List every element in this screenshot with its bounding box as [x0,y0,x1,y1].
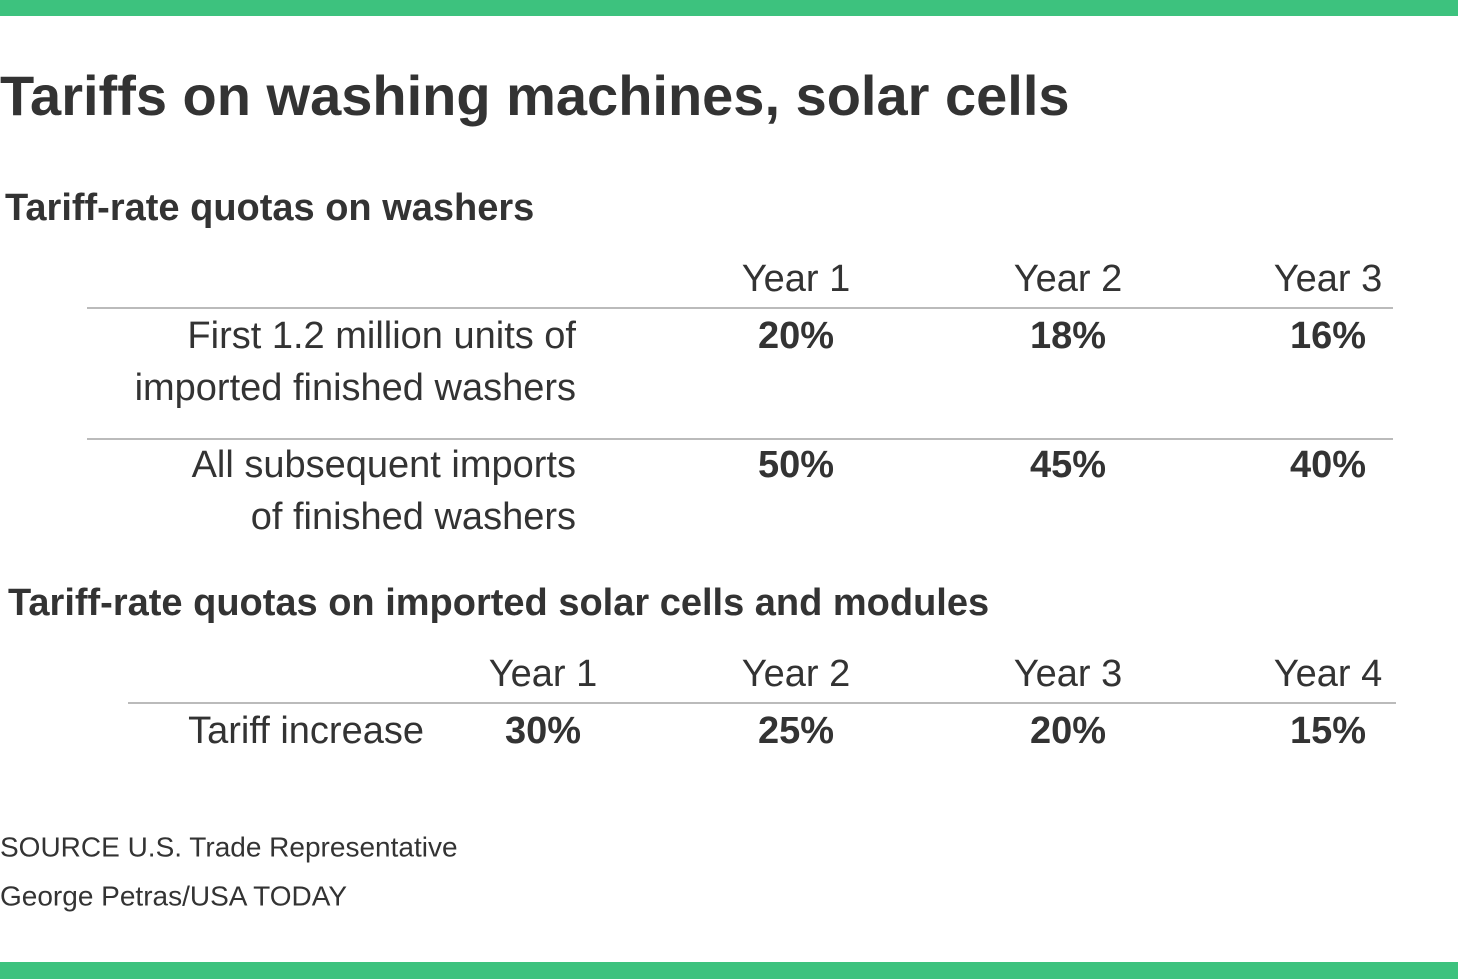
cell-value: 25% [758,710,834,752]
row-label: All subsequent imports [192,444,576,486]
column-header: Year 4 [1274,653,1382,695]
title: Tariffs on washing machines, solar cells [0,64,1070,127]
column-header: Year 3 [1014,653,1122,695]
cell-value: 18% [1030,315,1106,357]
table-title: Tariff-rate quotas on washers [5,187,534,229]
column-header: Year 2 [1014,258,1122,300]
cell-value: 16% [1290,315,1366,357]
row-label: First 1.2 million units of [187,315,576,357]
row-label: of finished washers [251,496,576,538]
column-header: Year 1 [489,653,597,695]
row-label: Tariff increase [188,710,424,752]
row-label: imported finished washers [135,367,576,409]
bottom-bar [0,962,1458,979]
credit: George Petras/USA TODAY [0,880,347,911]
cell-value: 30% [505,710,581,752]
cell-value: 20% [758,315,834,357]
column-header: Year 3 [1274,258,1382,300]
column-header: Year 1 [742,258,850,300]
source: SOURCE U.S. Trade Representative [0,831,458,862]
cell-value: 45% [1030,444,1106,486]
cell-value: 15% [1290,710,1366,752]
table-title: Tariff-rate quotas on imported solar cel… [8,582,989,624]
cell-value: 40% [1290,444,1366,486]
cell-value: 20% [1030,710,1106,752]
cell-value: 50% [758,444,834,486]
column-header: Year 2 [742,653,850,695]
top-bar [0,0,1458,16]
